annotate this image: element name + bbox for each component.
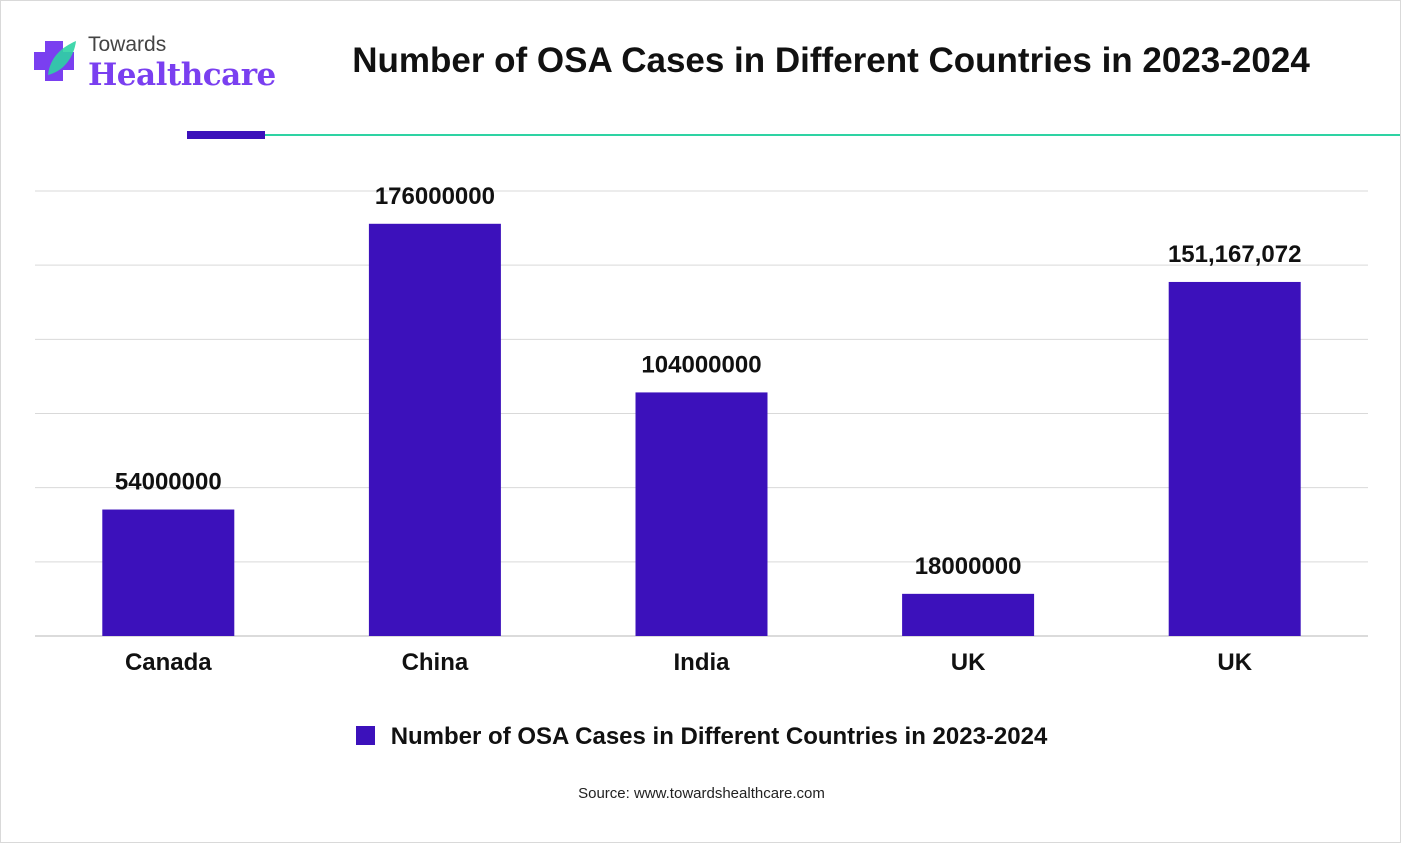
- chart-legend: Number of OSA Cases in Different Countri…: [1, 723, 1400, 751]
- bar: [368, 223, 501, 636]
- data-label: 151,167,072: [1168, 241, 1301, 268]
- bar: [1168, 281, 1301, 636]
- bar: [635, 392, 768, 636]
- source-note: Source: www.towardshealthcare.com: [578, 785, 825, 802]
- legend-swatch: [355, 726, 375, 746]
- bar: [102, 509, 235, 636]
- data-label: 18000000: [915, 553, 1022, 580]
- brand-logo: Towards Healthcare: [28, 33, 276, 103]
- logo-towards-text: Towards: [88, 33, 167, 56]
- title-rule-line: [265, 134, 1400, 136]
- title-rule-accent: [187, 131, 265, 139]
- data-label: 104000000: [641, 351, 761, 378]
- chart-title: Number of OSA Cases in Different Countri…: [352, 41, 1310, 80]
- legend-label: Number of OSA Cases in Different Countri…: [390, 723, 1048, 750]
- logo-healthcare-text: Healthcare: [88, 57, 276, 93]
- data-label: 176000000: [375, 183, 495, 210]
- x-tick-label: Canada: [125, 649, 212, 676]
- bar: [902, 593, 1035, 636]
- x-tick-label: China: [402, 649, 469, 676]
- x-tick-label: UK: [951, 649, 986, 676]
- data-label: 54000000: [115, 469, 222, 496]
- plus-leaf-icon: [34, 41, 76, 81]
- x-tick-label: UK: [1217, 649, 1252, 676]
- x-tick-label: India: [673, 649, 730, 676]
